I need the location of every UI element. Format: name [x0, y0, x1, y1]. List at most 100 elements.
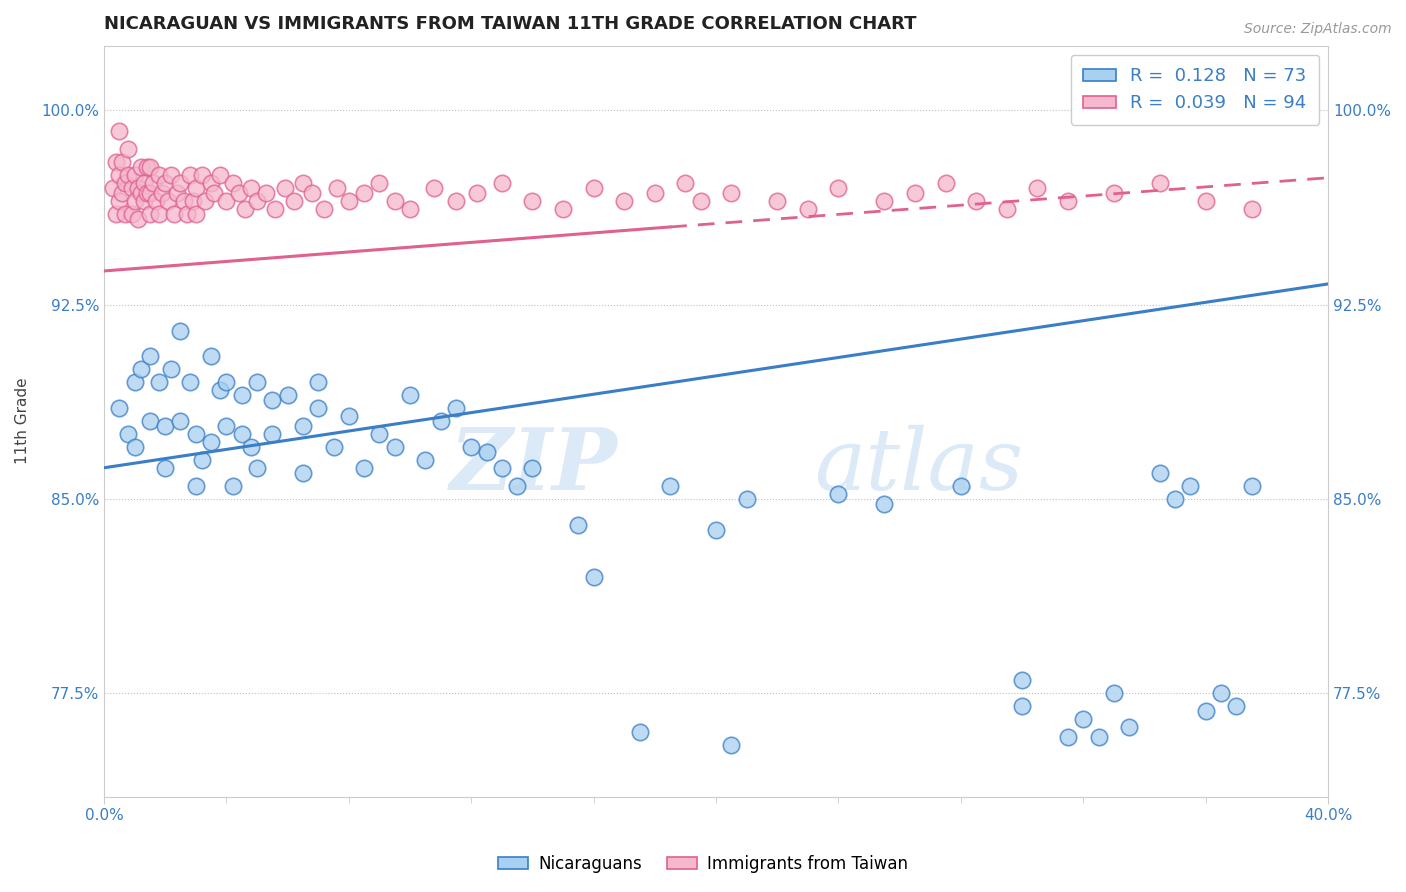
Point: [368, 427, 391, 442]
Point: [965, 194, 987, 208]
Point: [246, 460, 269, 475]
Point: [1087, 730, 1109, 744]
Point: [184, 479, 207, 493]
Point: [127, 181, 149, 195]
Point: [157, 194, 180, 208]
Point: [399, 202, 422, 216]
Point: [246, 194, 269, 208]
Point: [506, 479, 529, 493]
Point: [444, 194, 467, 208]
Point: [163, 207, 186, 221]
Point: [179, 168, 201, 182]
Point: [129, 362, 152, 376]
Point: [124, 194, 146, 208]
Point: [301, 186, 323, 201]
Point: [233, 202, 256, 216]
Point: [139, 350, 162, 364]
Point: [491, 460, 513, 475]
Point: [291, 419, 314, 434]
Point: [132, 176, 155, 190]
Point: [307, 376, 329, 390]
Point: [1102, 186, 1125, 201]
Point: [399, 388, 422, 402]
Point: [239, 440, 262, 454]
Point: [209, 383, 232, 397]
Point: [121, 181, 143, 195]
Point: [353, 186, 375, 201]
Point: [1118, 720, 1140, 734]
Point: [1057, 194, 1080, 208]
Point: [353, 460, 375, 475]
Point: [873, 194, 896, 208]
Point: [160, 362, 183, 376]
Point: [179, 376, 201, 390]
Point: [114, 176, 136, 190]
Y-axis label: 11th Grade: 11th Grade: [15, 378, 30, 465]
Point: [153, 176, 176, 190]
Point: [659, 479, 682, 493]
Point: [491, 176, 513, 190]
Point: [644, 186, 666, 201]
Point: [108, 168, 131, 182]
Point: [215, 194, 238, 208]
Point: [1195, 194, 1218, 208]
Point: [139, 186, 162, 201]
Point: [423, 181, 446, 195]
Point: [215, 376, 238, 390]
Point: [108, 124, 131, 138]
Point: [124, 376, 146, 390]
Point: [827, 181, 849, 195]
Legend: R =  0.128   N = 73, R =  0.039   N = 94: R = 0.128 N = 73, R = 0.039 N = 94: [1070, 54, 1319, 125]
Point: [522, 460, 544, 475]
Point: [689, 194, 711, 208]
Point: [173, 194, 195, 208]
Text: NICARAGUAN VS IMMIGRANTS FROM TAIWAN 11TH GRADE CORRELATION CHART: NICARAGUAN VS IMMIGRANTS FROM TAIWAN 11T…: [104, 15, 917, 33]
Point: [191, 168, 214, 182]
Point: [228, 186, 250, 201]
Point: [384, 440, 406, 454]
Point: [246, 376, 269, 390]
Point: [105, 207, 128, 221]
Point: [145, 194, 167, 208]
Point: [827, 486, 849, 500]
Point: [291, 466, 314, 480]
Point: [766, 194, 789, 208]
Point: [720, 738, 742, 752]
Point: [181, 194, 204, 208]
Point: [129, 186, 152, 201]
Point: [108, 194, 131, 208]
Point: [139, 207, 162, 221]
Point: [111, 186, 134, 201]
Point: [129, 161, 152, 175]
Point: [169, 324, 191, 338]
Point: [148, 376, 170, 390]
Point: [735, 491, 758, 506]
Point: [153, 419, 176, 434]
Point: [273, 181, 295, 195]
Point: [582, 181, 605, 195]
Point: [551, 202, 574, 216]
Point: [995, 202, 1018, 216]
Point: [1011, 699, 1033, 714]
Point: [291, 176, 314, 190]
Point: [148, 168, 170, 182]
Point: [142, 176, 165, 190]
Point: [127, 212, 149, 227]
Point: [337, 409, 360, 423]
Point: [139, 161, 162, 175]
Point: [1011, 673, 1033, 687]
Text: ZIP: ZIP: [450, 425, 619, 508]
Text: Source: ZipAtlas.com: Source: ZipAtlas.com: [1244, 22, 1392, 37]
Point: [169, 414, 191, 428]
Point: [108, 401, 131, 416]
Point: [135, 161, 157, 175]
Point: [221, 479, 243, 493]
Point: [135, 186, 157, 201]
Point: [1240, 479, 1263, 493]
Point: [101, 181, 124, 195]
Point: [873, 497, 896, 511]
Point: [215, 419, 238, 434]
Point: [1195, 704, 1218, 718]
Point: [1102, 686, 1125, 700]
Point: [475, 445, 498, 459]
